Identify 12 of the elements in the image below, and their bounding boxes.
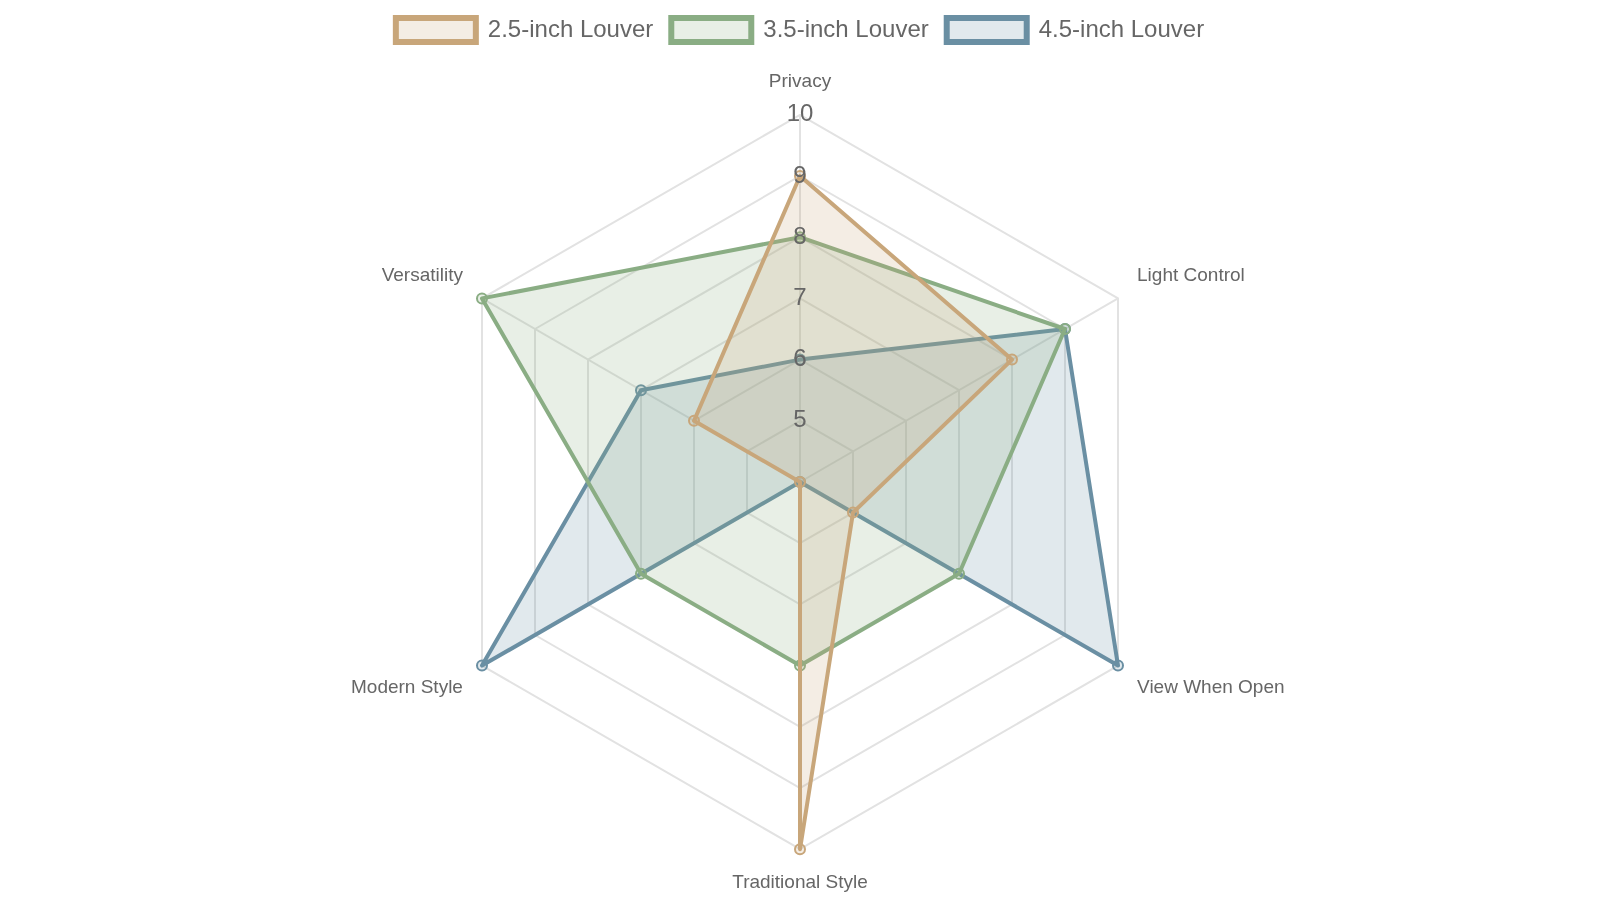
spoke-label: Versatility — [381, 264, 464, 286]
spoke-label: Traditional Style — [732, 870, 868, 892]
spoke-label: Privacy — [768, 69, 832, 91]
spoke-label: Modern Style — [350, 676, 463, 698]
y-tick-label: 5 — [793, 405, 807, 433]
legend-label: 4.5-inch Louver — [1038, 14, 1205, 42]
spoke-label: View When Open — [1137, 676, 1285, 698]
spoke-label: Light Control — [1137, 264, 1245, 286]
legend-label: 2.5-inch Louver — [487, 14, 654, 42]
y-tick-label: 10 — [786, 99, 814, 127]
legend-label: 3.5-inch Louver — [763, 14, 929, 42]
y-tick-label: 7 — [793, 283, 807, 311]
